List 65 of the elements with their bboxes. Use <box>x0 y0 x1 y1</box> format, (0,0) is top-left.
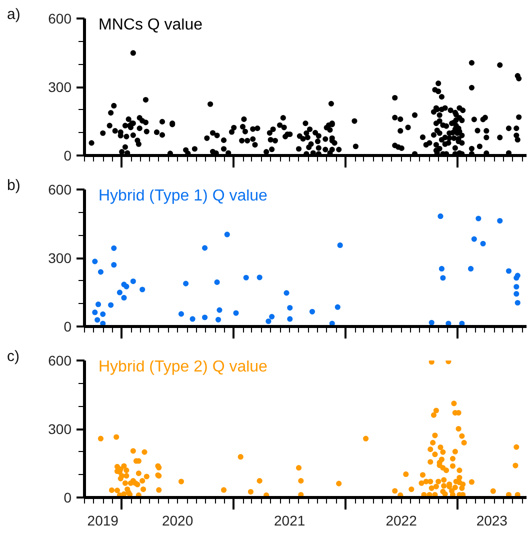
point <box>224 232 230 238</box>
y-tick-label: 0 <box>64 318 72 334</box>
point <box>337 242 343 248</box>
y-tick-label: 300 <box>48 250 72 266</box>
text: b) <box>7 176 20 196</box>
point <box>130 278 136 284</box>
point <box>243 274 249 280</box>
point <box>92 258 98 264</box>
point <box>233 310 239 316</box>
point <box>124 284 130 290</box>
point <box>284 290 290 296</box>
point <box>108 302 114 308</box>
point <box>98 269 104 275</box>
y-tick-label: 300 <box>48 79 72 95</box>
point <box>506 268 512 274</box>
x-tick-label: 2019 <box>87 512 119 528</box>
text: c) <box>7 347 20 367</box>
point <box>476 216 482 222</box>
point <box>471 236 477 242</box>
point <box>266 318 272 324</box>
point <box>183 280 189 286</box>
point <box>202 314 208 320</box>
point <box>287 304 293 311</box>
y-tick-label: 600 <box>48 10 72 26</box>
point <box>269 314 275 320</box>
point <box>178 311 184 317</box>
x-tick-label: 2020 <box>162 512 194 528</box>
point <box>216 307 222 313</box>
point <box>202 245 208 251</box>
point <box>92 310 98 316</box>
x-tick-label: 2023 <box>476 512 508 528</box>
point <box>140 286 146 292</box>
point <box>497 218 503 224</box>
x-tick-label: 2022 <box>386 512 418 528</box>
y-tick-label: 0 <box>64 490 72 506</box>
point <box>468 266 474 272</box>
point <box>111 245 117 251</box>
point <box>514 275 520 281</box>
point <box>438 266 445 272</box>
point <box>116 290 122 296</box>
point <box>95 302 102 308</box>
point <box>214 279 220 285</box>
point <box>514 291 520 297</box>
point <box>287 316 293 322</box>
point <box>94 317 100 323</box>
point <box>514 300 520 306</box>
point <box>111 262 117 268</box>
y-tick-label: 0 <box>64 148 72 164</box>
y-tick-label: 300 <box>48 421 72 437</box>
point <box>428 320 434 326</box>
point <box>256 274 262 280</box>
point <box>190 316 196 322</box>
point <box>480 240 486 246</box>
point <box>215 316 222 322</box>
point <box>100 311 106 317</box>
y-tick-label: 600 <box>48 182 72 198</box>
point <box>121 294 127 301</box>
point <box>309 308 316 314</box>
y-tick-label: 600 <box>48 352 72 368</box>
point <box>334 304 340 310</box>
x-tick-label: 2021 <box>274 512 306 528</box>
point <box>440 275 446 281</box>
point <box>438 213 444 220</box>
text: a) <box>7 5 20 25</box>
point <box>514 284 520 290</box>
